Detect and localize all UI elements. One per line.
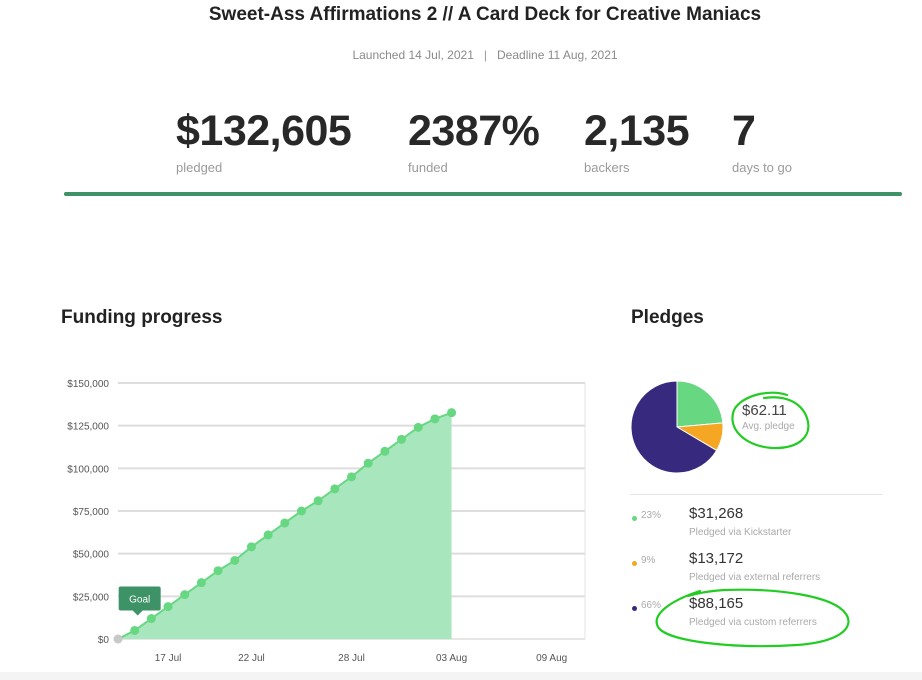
funding-progress-heading: Funding progress: [61, 307, 223, 328]
pledges-heading: Pledges: [631, 307, 704, 328]
funding-point: [113, 634, 123, 644]
y-tick-label: $75,000: [73, 507, 110, 518]
funding-point: [130, 625, 140, 635]
stat-pledged: $132,605 pledged: [176, 106, 352, 175]
pledge-percent: 23%: [641, 510, 662, 521]
y-tick-label: $150,000: [67, 379, 109, 390]
x-tick-label: 17 Jul: [155, 653, 182, 664]
funding-point: [280, 518, 290, 528]
date-separator: |: [483, 48, 487, 62]
funding-point: [263, 530, 273, 540]
pledge-amount: $88,165: [689, 595, 744, 612]
pledge-description: Pledged via external referrers: [689, 572, 821, 583]
pledges-divider: [630, 494, 883, 495]
goal-label: Goal: [129, 594, 150, 605]
funding-point: [397, 434, 407, 444]
y-tick-label: $0: [98, 635, 110, 646]
stat-value: 2387%: [408, 107, 540, 155]
pledges-pie-chart: [630, 380, 724, 474]
funding-point: [330, 484, 340, 494]
funding-chart: $0 $25,000 $50,000 $75,000 $100,000 $125,000 $…: [67, 379, 586, 664]
funding-point: [296, 506, 306, 516]
pledge-amount: $13,172: [689, 550, 744, 567]
funding-point: [163, 602, 173, 612]
launched-date: Launched 14 Jul, 2021: [352, 48, 474, 62]
funding-point: [313, 496, 323, 506]
pledge-percent: 66%: [641, 600, 662, 611]
y-tick-label: $25,000: [73, 592, 110, 603]
legend-dot: [632, 606, 637, 611]
project-title: Sweet-Ass Affirmations 2 // A Card Deck …: [208, 4, 762, 25]
pledge-description: Pledged via Kickstarter: [689, 527, 792, 538]
funding-progress-bar: [64, 192, 902, 196]
page-bottom-bar: [0, 672, 922, 680]
stat-label: pledged: [176, 160, 223, 175]
stat-value: 7: [732, 107, 756, 155]
goal-tooltip-box: [118, 586, 161, 611]
stat-days-to-go: 7 days to go: [732, 106, 792, 175]
funding-point: [413, 422, 423, 432]
goal-marker: Goal: [118, 586, 161, 616]
funding-point: [347, 472, 356, 482]
x-tick-label: 09 Aug: [536, 653, 567, 664]
funding-point: [363, 458, 373, 468]
avg-pledge-label: Avg. pledge: [742, 421, 795, 432]
legend-dot: [632, 516, 637, 521]
project-dates: Launched 14 Jul, 2021 | Deadline 11 Aug, 2…: [0, 48, 922, 62]
funding-point: [196, 578, 206, 588]
stat-label: days to go: [732, 160, 792, 175]
x-tick-label: 28 Jul: [338, 653, 365, 664]
stat-value: $132,605: [176, 107, 352, 155]
avg-pledge: $62.11 Avg. pledge: [742, 402, 795, 432]
pledge-amount: $31,268: [689, 505, 744, 522]
y-tick-label: $125,000: [67, 422, 109, 433]
pie-slice: [630, 380, 718, 474]
pledge-description: Pledged via custom referrers: [689, 617, 817, 628]
pledge-row-custom: 66% $88,165 Pledged via custom referrers: [630, 595, 890, 639]
stat-value: 2,135: [584, 107, 690, 155]
pledge-percent: 9%: [641, 555, 656, 566]
pledge-row-kickstarter: 23% $31,268 Pledged via Kickstarter: [630, 505, 890, 549]
funding-point: [447, 408, 457, 418]
funding-point: [146, 614, 156, 624]
legend-dot: [632, 561, 637, 566]
stat-backers: 2,135 backers: [584, 106, 690, 175]
funding-point: [180, 590, 190, 600]
x-tick-label: 03 Aug: [436, 653, 467, 664]
stat-label: backers: [584, 160, 630, 175]
y-tick-label: $100,000: [67, 464, 109, 475]
pledge-row-external: 9% $13,172 Pledged via external referrer…: [630, 550, 890, 594]
x-tick-label: 22 Jul: [238, 653, 265, 664]
funding-point: [380, 446, 390, 456]
avg-pledge-value: $62.11: [742, 402, 787, 419]
stat-label: funded: [408, 160, 448, 175]
pie-slice: [676, 380, 724, 428]
stat-funded: 2387% funded: [408, 106, 540, 175]
y-tick-label: $50,000: [73, 550, 110, 561]
funding-point: [246, 542, 256, 552]
deadline-date: Deadline 11 Aug, 2021: [497, 48, 618, 62]
goal-tooltip-pointer: [132, 610, 143, 616]
funding-point: [230, 555, 240, 565]
funding-progress-fill: [64, 192, 902, 196]
funding-point: [213, 566, 223, 576]
funding-point: [430, 414, 440, 424]
